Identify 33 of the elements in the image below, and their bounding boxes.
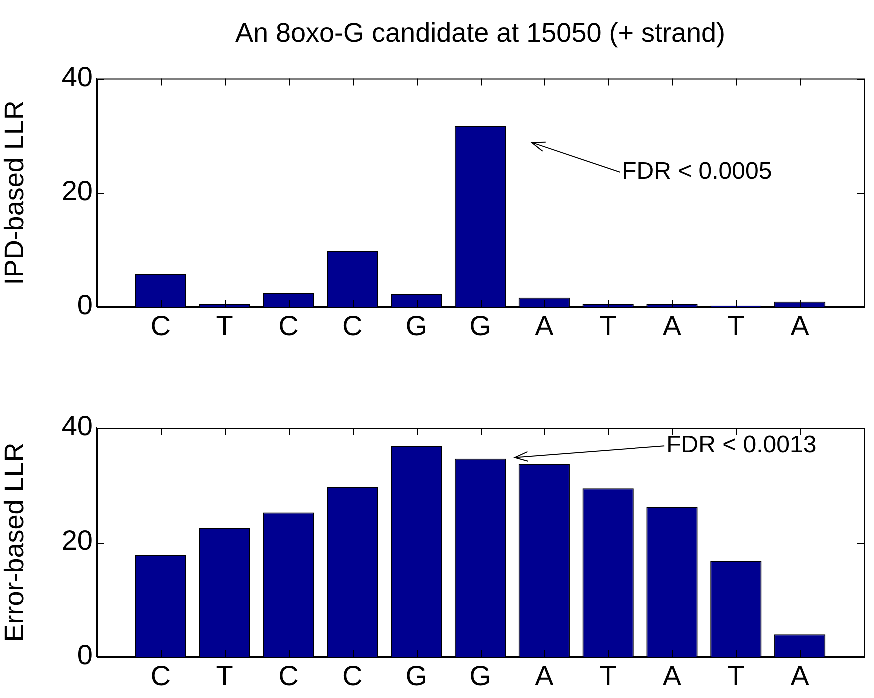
y-axis-title: Error-based LLR — [0, 442, 30, 642]
x-tick-label: C — [150, 660, 172, 692]
x-tick-label: A — [790, 310, 810, 342]
x-tick-label: A — [790, 660, 810, 692]
x-tick-label: T — [216, 310, 234, 342]
annotation: FDR < 0.0005 — [622, 158, 772, 185]
x-tick-label: T — [728, 660, 745, 692]
y-tick-label: 20 — [62, 176, 93, 207]
y-tick-label: 0 — [77, 640, 93, 671]
x-tick-label: G — [470, 310, 492, 342]
y-tick-label: 40 — [62, 62, 93, 93]
x-tick-label: C — [278, 660, 299, 692]
y-tick-label: 0 — [77, 290, 93, 321]
x-tick-label: C — [150, 310, 172, 342]
x-tick-label: G — [406, 660, 428, 692]
x-tick-label: T — [728, 310, 745, 342]
x-tick-label: G — [470, 660, 492, 692]
chart-title: An 8oxo-G candidate at 15050 (+ strand) — [234, 18, 727, 49]
x-tick-label: C — [342, 310, 363, 342]
y-axis-title: IPD-based LLR — [0, 100, 30, 286]
x-tick-label: A — [535, 660, 554, 692]
x-tick-label: C — [278, 310, 299, 342]
x-tick-label: G — [406, 310, 428, 342]
x-tick-label: A — [535, 310, 554, 342]
x-tick-label: T — [216, 660, 234, 692]
x-tick-label: A — [662, 660, 682, 692]
x-tick-label: T — [600, 660, 617, 692]
annotation: FDR < 0.0013 — [666, 432, 817, 459]
x-tick-label: A — [662, 310, 682, 342]
x-tick-label: T — [600, 310, 617, 342]
y-tick-label: 40 — [62, 410, 93, 442]
x-tick-label: C — [342, 660, 363, 692]
y-tick-label: 20 — [62, 525, 93, 556]
